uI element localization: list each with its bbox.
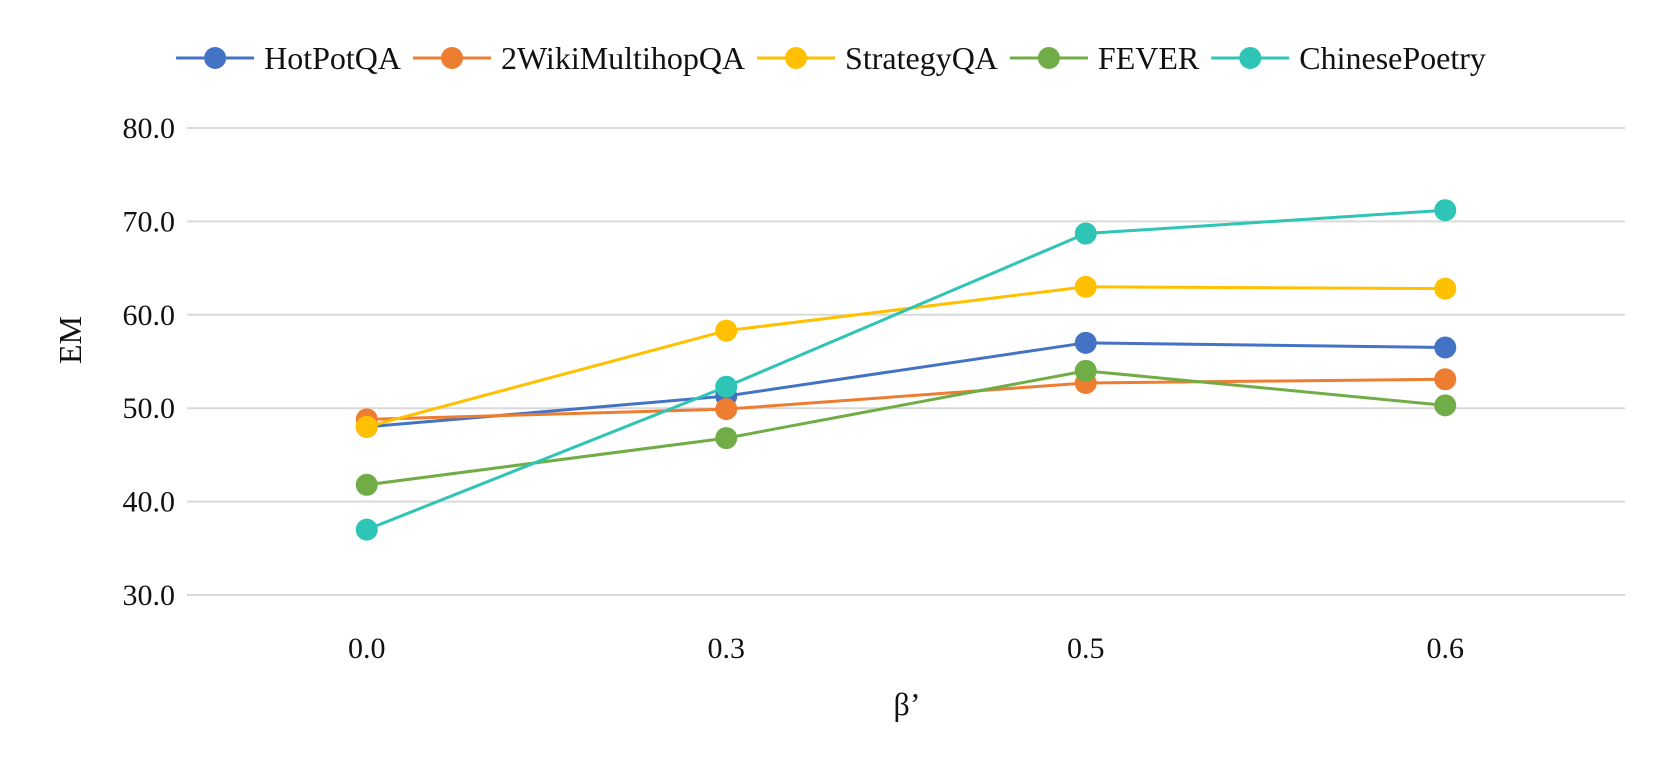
data-point: [1074, 331, 1097, 354]
legend-item: FEVER: [1009, 40, 1200, 76]
data-point: [715, 398, 738, 421]
data-point: [1074, 222, 1097, 245]
y-axis-title: EM: [52, 316, 88, 364]
x-tick-label: 0.3: [708, 632, 746, 665]
legend-item: 2WikiMultihopQA: [413, 40, 745, 76]
legend-label: 2WikiMultihopQA: [501, 40, 745, 76]
legend-label: FEVER: [1098, 40, 1200, 76]
y-tick-label: 50.0: [123, 392, 176, 425]
y-tick-label: 70.0: [123, 205, 176, 238]
y-tick-label: 30.0: [123, 579, 176, 612]
legend-marker: [785, 47, 808, 69]
series-line: [366, 341, 1446, 429]
data-point: [1074, 359, 1097, 382]
y-axis-ticks: 30.0 40.0 50.0 60.0 70.0 80.0: [123, 112, 176, 612]
x-axis-title: β’: [894, 686, 921, 722]
x-axis-ticks: 0.0 0.3 0.5 0.6: [348, 632, 1464, 665]
data-point: [1434, 394, 1457, 417]
data-point: [1074, 275, 1097, 298]
legend-item: StrategyQA: [757, 40, 998, 76]
legend-marker: [204, 47, 227, 69]
legend-marker: [1239, 47, 1262, 69]
series-fever: [355, 359, 1457, 496]
series-line: [366, 369, 1446, 487]
data-point: [355, 415, 378, 438]
y-tick-label: 40.0: [123, 486, 176, 519]
legend-label: ChinesePoetry: [1299, 40, 1486, 76]
data-point: [1434, 277, 1457, 300]
y-tick-label: 80.0: [123, 112, 176, 145]
series-2wikimultihopqa: [355, 368, 1457, 431]
gridlines: [187, 127, 1625, 596]
legend: HotPotQA 2WikiMultihopQA StrategyQA FEVER Ch…: [176, 40, 1486, 76]
data-point: [715, 319, 738, 342]
data-point: [715, 375, 738, 398]
data-point: [355, 518, 378, 541]
data-point: [355, 473, 378, 496]
y-tick-label: 60.0: [123, 299, 176, 332]
x-tick-label: 0.0: [348, 632, 386, 665]
series-lines: [355, 199, 1457, 541]
legend-marker: [1037, 47, 1060, 69]
data-point: [1434, 336, 1457, 359]
legend-item: HotPotQA: [176, 40, 401, 76]
data-point: [1434, 199, 1457, 222]
series-line: [366, 208, 1446, 532]
legend-item: ChinesePoetry: [1211, 40, 1486, 76]
legend-label: HotPotQA: [264, 40, 401, 76]
legend-marker: [441, 47, 464, 69]
data-point: [1434, 368, 1457, 391]
series-line: [366, 377, 1446, 421]
series-chinesepoetry: [355, 199, 1457, 541]
legend-label: StrategyQA: [845, 40, 998, 76]
data-point: [715, 427, 738, 450]
x-tick-label: 0.6: [1427, 632, 1465, 665]
x-tick-label: 0.5: [1067, 632, 1105, 665]
